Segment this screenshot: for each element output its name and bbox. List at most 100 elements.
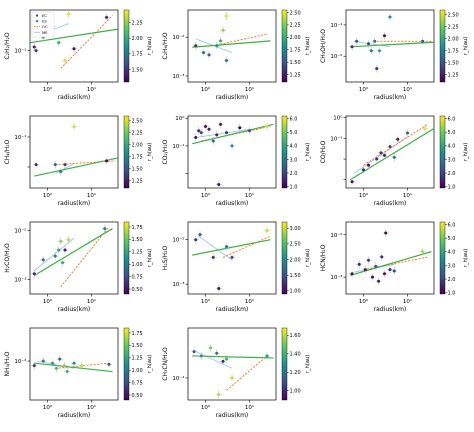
legend-label: OC: [42, 24, 48, 29]
colorbar-tick-label: 1.20: [290, 370, 301, 376]
x-tick-label: 10¹: [403, 298, 412, 305]
colorbar-tick-label: 1.75: [132, 155, 143, 161]
data-point: [57, 41, 61, 45]
colorbar-tick-label: 1.50: [132, 67, 143, 73]
data-point: [215, 351, 219, 355]
fit-line-oc: [213, 33, 268, 47]
legend-marker: [35, 14, 39, 17]
data-point: [207, 53, 211, 57]
data-point: [374, 264, 378, 268]
data-point: [384, 231, 388, 235]
x-tick-label: 10⁰: [43, 192, 53, 199]
fit-line-all: [192, 239, 271, 256]
data-point: [72, 125, 76, 129]
y-axis-label: C₂H₂/H₂O: [4, 32, 11, 59]
data-point: [373, 39, 377, 43]
colorbar-tick-label: 3.00: [290, 226, 301, 232]
data-point: [219, 39, 223, 43]
x-tick-label: 10¹: [403, 86, 412, 93]
data-point: [383, 272, 387, 276]
y-axis-label: CH₄/H₂O: [4, 139, 11, 164]
chart-svg: 10⁰ 10¹ 10⁻¹ radius(km) CH₄/H₂O 1.25 1.50 1.75 2…: [4, 115, 153, 207]
x-tick-label: 10⁰: [359, 86, 369, 93]
data-point: [383, 34, 387, 38]
plot-frame: [187, 327, 277, 401]
y-tick-label: 10⁻²: [330, 53, 342, 60]
chart-svg: 10⁰ 10¹ 10⁻² 10⁻³ radius(km) C₂H₆/H₂O 1.25 1.50…: [162, 9, 311, 101]
y-tick-label: 10⁻³: [172, 73, 184, 80]
y-tick-label: 10⁻²: [330, 232, 342, 239]
y-tick-label: 10⁻¹: [14, 134, 26, 141]
colorbar-tick-label: 1.0: [290, 184, 298, 190]
data-point: [65, 370, 69, 374]
data-point: [211, 255, 215, 259]
colorbar-tick-label: 3.0: [448, 157, 456, 163]
data-point: [53, 163, 57, 167]
x-tick-label: 10⁰: [43, 86, 53, 93]
data-point: [80, 364, 84, 368]
data-point: [41, 258, 45, 262]
data-point: [63, 163, 67, 167]
x-axis-label: radius(km): [58, 306, 91, 313]
data-point: [59, 239, 63, 243]
data-point: [230, 144, 234, 148]
data-point: [63, 248, 67, 252]
y-tick-label: 10⁻³: [330, 274, 342, 281]
colorbar-label: r_h(au): [305, 37, 311, 56]
colorbar-tick-label: 1.25: [132, 250, 143, 256]
colorbar: [439, 9, 446, 83]
chart-panel: 10⁰ 10¹ 10⁰ 10⁻¹ radius(km) CO/H₂O 1.0 2.0 3.0 4.…: [316, 110, 474, 216]
colorbar-tick-label: 1.50: [290, 273, 301, 279]
data-point: [215, 44, 219, 48]
data-point: [32, 364, 36, 368]
data-point: [211, 139, 215, 143]
data-point: [375, 157, 379, 161]
chart-panel: 10⁰ 10¹ 10⁻⁴ radius(km) CH₃CN/H₂O 1.00 1.20 1.4…: [158, 322, 316, 428]
colorbar-tick-label: 0.50: [132, 287, 143, 293]
data-point: [217, 286, 221, 290]
data-point: [362, 168, 366, 172]
data-point: [392, 155, 396, 159]
colorbar-tick-label: 2.00: [132, 36, 143, 42]
data-point: [207, 127, 211, 131]
colorbar-label: r_h(au): [305, 249, 311, 268]
fit-line-ec: [353, 40, 391, 48]
y-axis-label: H₂CO/H₂O: [4, 243, 11, 273]
x-tick-label: 10¹: [87, 404, 96, 411]
colorbar-tick-label: 1.40: [290, 352, 301, 358]
colorbar-tick-label: 5.0: [448, 130, 456, 136]
data-point: [72, 47, 76, 51]
colorbar-tick-label: 4.0: [290, 144, 298, 150]
fit-line-all: [192, 123, 274, 145]
data-point: [54, 366, 58, 370]
data-point: [230, 255, 234, 259]
colorbar-tick-label: 6.0: [290, 117, 298, 123]
data-point: [230, 376, 234, 380]
legend-label: EC: [42, 13, 47, 18]
colorbar-tick-label: 1.75: [448, 49, 459, 55]
x-tick-label: 10⁰: [201, 298, 211, 305]
data-point: [199, 131, 203, 135]
x-axis-label: radius(km): [374, 94, 407, 101]
y-tick-label: 10⁻³: [14, 276, 26, 283]
colorbar: [281, 115, 288, 189]
colorbar-tick-label: 2.0: [290, 171, 298, 177]
y-tick-label: 10⁻²: [172, 34, 184, 41]
y-tick-label: 10⁻¹: [330, 22, 342, 29]
colorbar: [123, 221, 130, 295]
colorbar-tick-label: 2.25: [290, 23, 301, 29]
data-point: [421, 250, 425, 254]
colorbar-tick-label: 1.00: [132, 368, 143, 374]
data-point: [61, 261, 65, 265]
data-point: [194, 136, 198, 140]
x-axis-label: radius(km): [58, 94, 91, 101]
y-tick-label: 10⁻¹: [172, 143, 184, 150]
y-axis-label: C₂H₆/H₂O: [162, 32, 169, 59]
fit-line-oc: [60, 226, 110, 288]
data-point: [377, 49, 381, 53]
data-point: [219, 122, 223, 126]
chart-panel: 10⁰ 10¹ 10⁻¹ 10⁻² radius(km) CH₃OH/H₂O 1.25 1.5…: [316, 4, 474, 110]
colorbar-tick-label: 2.00: [132, 143, 143, 149]
x-tick-label: 10⁰: [43, 404, 53, 411]
data-point: [350, 272, 354, 276]
